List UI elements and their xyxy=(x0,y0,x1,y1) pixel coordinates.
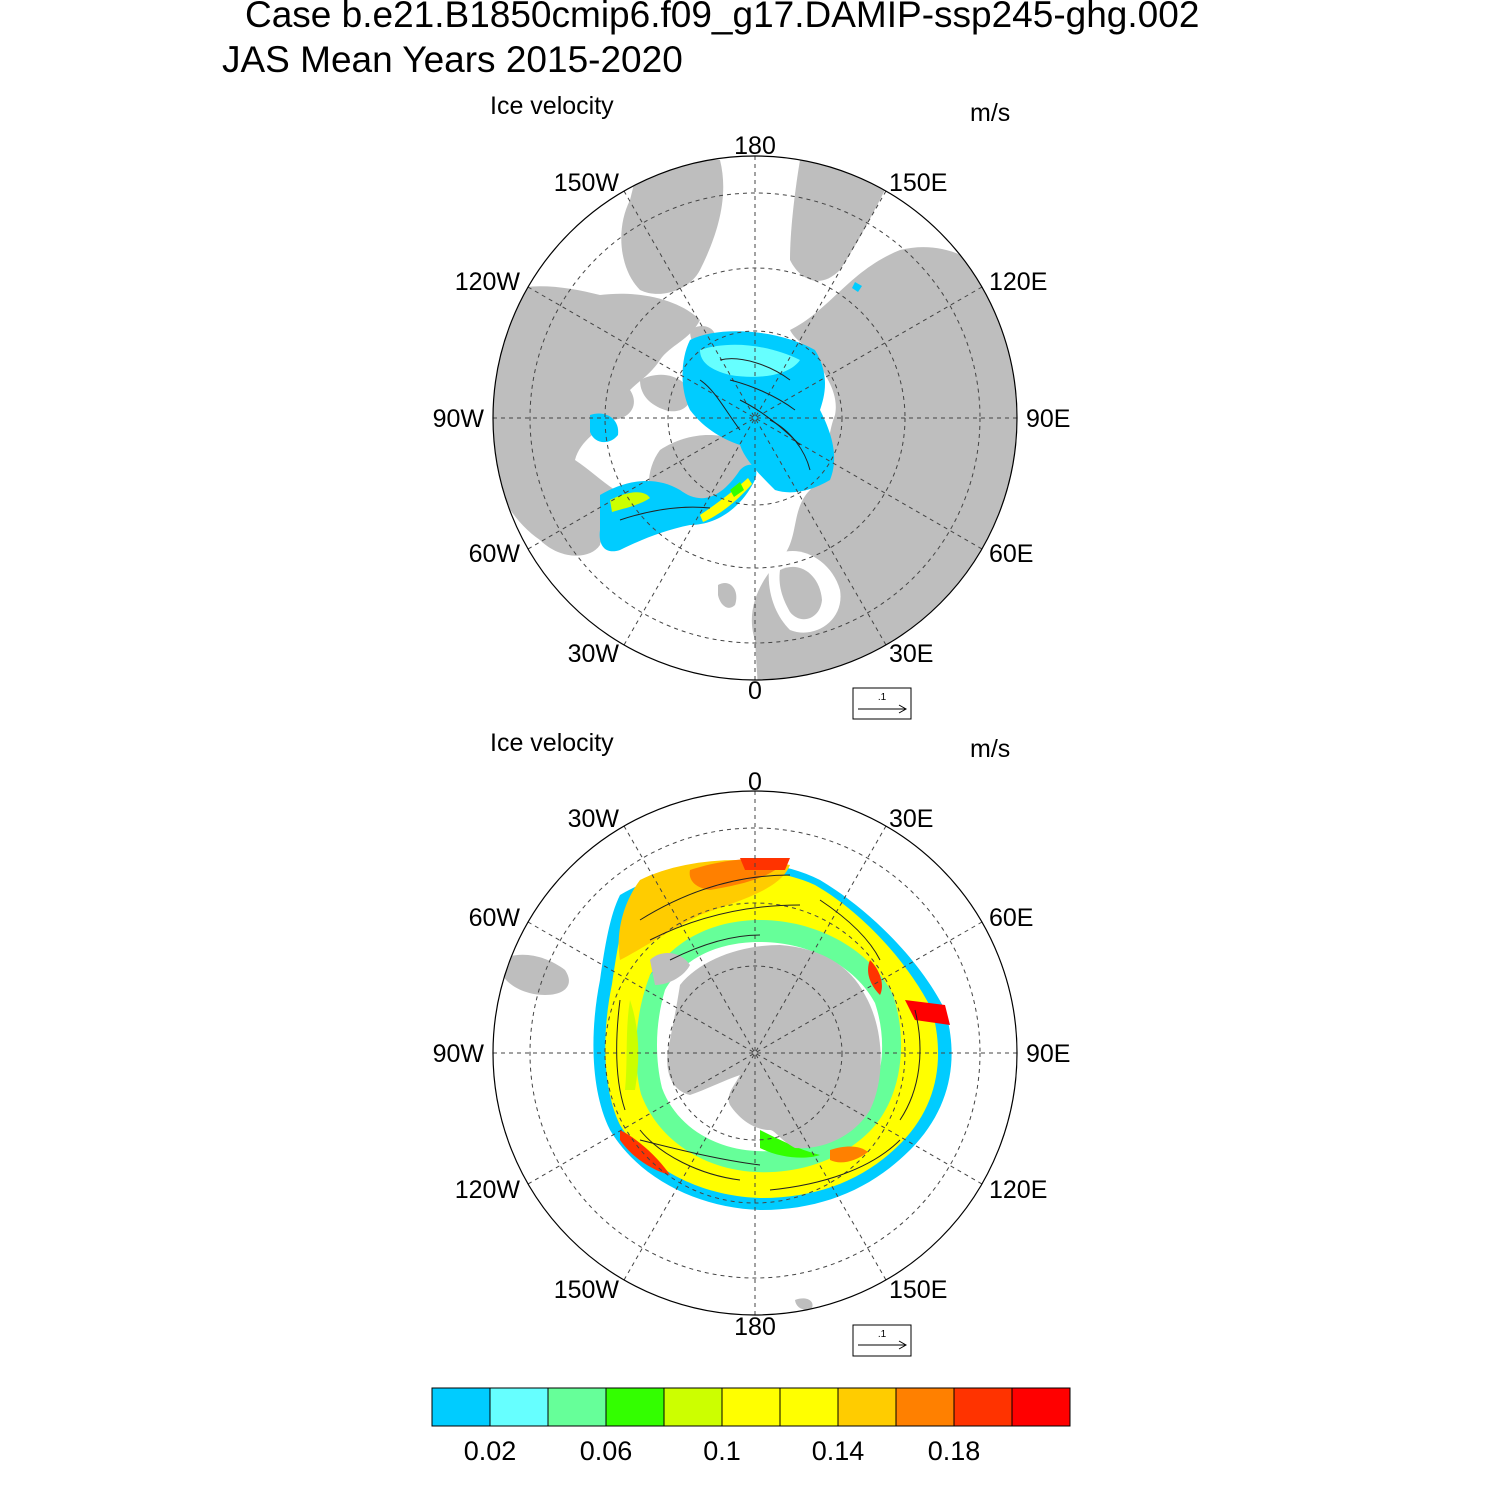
south-lon-label: 120E xyxy=(989,1176,1047,1204)
north-lon-label: 30W xyxy=(568,640,620,668)
north-lon-label: 60W xyxy=(469,540,521,568)
north-lon-label: 180 xyxy=(734,132,776,160)
north-map-border xyxy=(492,155,1018,681)
figure-title-period: JAS Mean Years 2015-2020 xyxy=(222,39,683,80)
south-panel-title: Ice velocity xyxy=(490,729,614,757)
figure-title-case: Case b.e21.B1850cmip6.f09_g17.DAMIP-ssp2… xyxy=(245,0,1200,35)
north-graticule xyxy=(493,156,1017,680)
colorbar-box xyxy=(489,1387,549,1427)
north-panel-title: Ice velocity xyxy=(490,92,614,120)
north-lon-label: 0 xyxy=(748,677,762,705)
south-lon-label: 90W xyxy=(433,1040,485,1068)
south-lon-label: 30E xyxy=(889,805,933,833)
south-polar-map: 0 180 90W 90E 30W 60W 30E 60E 120W 150W … xyxy=(433,768,1070,1357)
north-lon-label: 90E xyxy=(1026,405,1070,433)
colorbar: 0.02 0.06 0.1 0.14 0.18 xyxy=(431,1387,1071,1466)
south-panel-unit: m/s xyxy=(970,735,1011,763)
colorbar-box xyxy=(431,1387,491,1427)
south-lon-label: 120W xyxy=(455,1176,521,1204)
south-map-border xyxy=(492,790,1018,1316)
north-ice-velocity-field xyxy=(590,282,862,552)
south-lon-label: 90E xyxy=(1026,1040,1070,1068)
north-lon-label: 150W xyxy=(554,169,620,197)
south-lon-label: 60W xyxy=(469,904,521,932)
colorbar-box xyxy=(721,1387,781,1427)
north-polar-map: 180 0 90W 90E 150W 120W 150E 120E 60W 30… xyxy=(433,132,1070,720)
north-reference-vector: .1 xyxy=(852,687,912,720)
colorbar-label: 0.1 xyxy=(703,1436,741,1466)
north-lon-label: 90W xyxy=(433,405,485,433)
south-reference-vector-label: .1 xyxy=(878,1329,887,1340)
colorbar-box xyxy=(1011,1387,1071,1427)
colorbar-label: 0.02 xyxy=(464,1436,517,1466)
south-ice-velocity-field xyxy=(593,858,952,1210)
south-lon-label: 150W xyxy=(554,1276,620,1304)
colorbar-label: 0.14 xyxy=(812,1436,865,1466)
colorbar-box xyxy=(779,1387,839,1427)
colorbar-label: 0.06 xyxy=(580,1436,633,1466)
colorbar-box xyxy=(895,1387,955,1427)
south-graticule xyxy=(493,791,1017,1315)
south-lon-label: 60E xyxy=(989,904,1033,932)
south-lon-label: 0 xyxy=(748,768,762,796)
south-land-masses xyxy=(500,945,881,1310)
south-lon-label: 150E xyxy=(889,1276,947,1304)
colorbar-box xyxy=(663,1387,723,1427)
colorbar-box xyxy=(547,1387,607,1427)
north-lon-label: 60E xyxy=(989,540,1033,568)
colorbar-boxes xyxy=(431,1387,1071,1427)
north-panel-unit: m/s xyxy=(970,99,1011,127)
colorbar-box xyxy=(837,1387,897,1427)
north-lon-label: 120W xyxy=(455,268,521,296)
north-lon-label: 30E xyxy=(889,640,933,668)
colorbar-labels: 0.02 0.06 0.1 0.14 0.18 xyxy=(464,1436,981,1466)
north-lon-label: 120E xyxy=(989,268,1047,296)
colorbar-label: 0.18 xyxy=(928,1436,981,1466)
colorbar-box xyxy=(605,1387,665,1427)
colorbar-box xyxy=(953,1387,1013,1427)
north-lon-label: 150E xyxy=(889,169,947,197)
north-ice-vectors xyxy=(619,358,811,521)
south-reference-vector: .1 xyxy=(852,1324,912,1357)
south-lon-label: 30W xyxy=(568,805,620,833)
south-lon-label: 180 xyxy=(734,1313,776,1341)
south-ice-vectors xyxy=(616,874,921,1191)
north-reference-vector-label: .1 xyxy=(878,692,887,703)
